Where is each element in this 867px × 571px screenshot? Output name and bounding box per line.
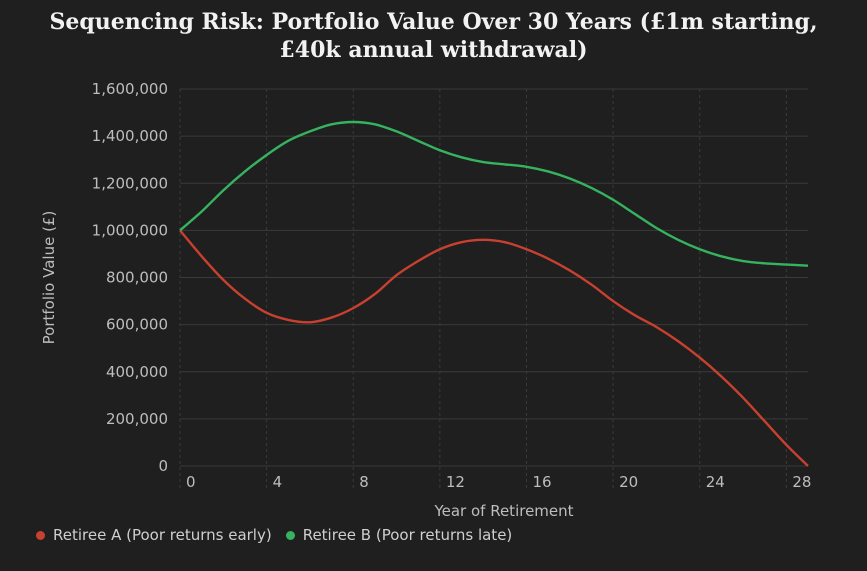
y-tick-label: 200,000 — [106, 410, 168, 428]
legend-marker-series-b — [285, 530, 295, 540]
y-axis-label: Portfolio Value (£) — [40, 211, 58, 345]
legend-label-series-a: Retiree A (Poor returns early) — [53, 526, 272, 544]
y-tick-label: 1,600,000 — [92, 80, 168, 98]
legend: Retiree A (Poor returns early) Retiree B… — [36, 526, 512, 544]
y-tick-label: 1,000,000 — [92, 221, 168, 239]
x-tick-label: 0 — [186, 473, 196, 491]
legend-item-series-b[interactable]: Retiree B (Poor returns late) — [285, 526, 513, 544]
series-line-retiree-a — [179, 229, 809, 467]
axis-layer: 0 200,000 400,000 600,000 800,000 1,000,000 1,… — [92, 80, 812, 491]
x-tick-label: 8 — [359, 473, 369, 491]
x-tick-label: 12 — [446, 473, 465, 491]
x-tick-label: 16 — [532, 473, 551, 491]
chart-title: Sequencing Risk: Portfolio Value Over 30… — [49, 9, 818, 63]
x-tick-label: 24 — [706, 473, 725, 491]
x-axis-label: Year of Retirement — [433, 502, 573, 520]
y-tick-label: 800,000 — [106, 269, 168, 287]
legend-marker-series-a — [36, 530, 45, 540]
y-tick-label: 1,400,000 — [92, 127, 168, 145]
y-tick-label: 400,000 — [106, 363, 168, 381]
y-tick-label: 0 — [158, 457, 168, 475]
x-tick-label: 20 — [619, 473, 638, 491]
legend-label-series-b: Retiree B (Poor returns late) — [302, 526, 513, 544]
legend-item-series-a[interactable]: Retiree A (Poor returns early) — [36, 526, 272, 544]
y-tick-label: 1,200,000 — [92, 174, 168, 192]
y-tick-label: 600,000 — [106, 316, 168, 334]
series-line-retiree-b — [179, 120, 809, 267]
x-tick-label: 4 — [273, 473, 283, 491]
series-layer — [179, 120, 809, 467]
grid-layer — [179, 88, 808, 488]
x-tick-label: 28 — [792, 473, 811, 491]
